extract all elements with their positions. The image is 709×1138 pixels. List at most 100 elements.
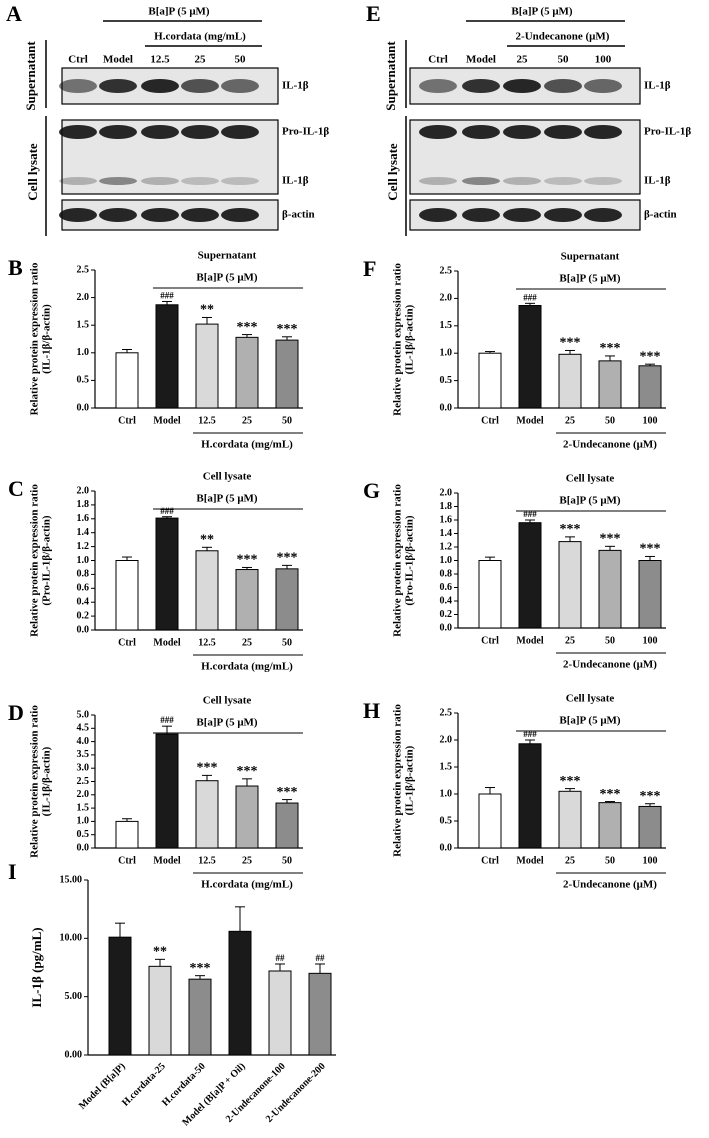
band (181, 79, 219, 93)
bar (275, 568, 299, 631)
significance: *** (560, 336, 581, 351)
bar (275, 802, 299, 849)
chart-title: Cell lysate (566, 693, 615, 705)
y-axis-label: (IL-1β/β-actin) (404, 745, 416, 815)
band (181, 177, 219, 185)
y-axis-label: (Pro-IL-1β/β-actin) (41, 515, 53, 606)
bar (235, 336, 259, 409)
band (141, 208, 179, 222)
band-label: Pro-IL-1β (282, 126, 329, 138)
y-tick-label: 3.5 (77, 749, 90, 760)
band (181, 208, 219, 222)
y-tick-label: 5.00 (65, 991, 83, 1002)
chart-title: Cell lysate (566, 473, 615, 485)
bar (228, 930, 252, 1056)
y-tick-label: 2.0 (440, 734, 453, 745)
band (544, 208, 582, 222)
y-tick-label: 0.0 (77, 842, 90, 853)
bar (478, 793, 502, 849)
y-tick-label: 0.0 (440, 622, 453, 633)
y-tick-label: 1.2 (440, 541, 453, 552)
band-label: IL-1β (644, 80, 671, 92)
x-tick-label: Model (153, 415, 180, 426)
x-tick-label: 12.5 (198, 637, 216, 648)
band (59, 208, 97, 222)
agent-label: 2-Undecanone (μM) (563, 439, 657, 451)
x-tick-label: 50 (282, 637, 292, 648)
lane-label: Ctrl (68, 54, 88, 66)
panel-letter: H (363, 698, 380, 723)
y-tick-label: 0.5 (440, 375, 453, 386)
y-tick-label: 1.5 (440, 761, 453, 772)
bar (195, 323, 219, 409)
y-tick-label: 0.0 (440, 402, 453, 413)
bar (598, 802, 622, 849)
significance: *** (640, 349, 661, 364)
section-label: Supernatant (23, 41, 38, 111)
band-label: Pro-IL-1β (644, 126, 691, 138)
bar (638, 365, 662, 409)
x-tick-label: 25 (242, 637, 252, 648)
significance: *** (277, 322, 298, 337)
bar (108, 936, 132, 1056)
significance: ### (523, 292, 537, 302)
y-tick-label: 2.0 (440, 293, 453, 304)
x-tick-label: 25 (565, 415, 575, 426)
y-tick-label: 1.6 (77, 513, 90, 524)
bar (188, 978, 212, 1056)
y-tick-label: 1.0 (77, 816, 90, 827)
significance: *** (237, 764, 258, 779)
lane-label: 100 (595, 54, 612, 66)
band (503, 208, 541, 222)
band (419, 208, 457, 222)
significance: ## (276, 953, 286, 963)
bar (478, 560, 502, 629)
band (99, 79, 137, 93)
x-tick-label: 100 (643, 415, 658, 426)
y-tick-label: 15.00 (60, 874, 83, 885)
y-tick-label: 1.4 (77, 527, 90, 538)
significance: *** (197, 761, 218, 776)
bar (155, 304, 179, 409)
x-tick-label: Model (B[a]P) (77, 1061, 128, 1112)
x-tick-label: Ctrl (481, 855, 499, 866)
y-tick-label: 3.0 (77, 762, 90, 773)
band (584, 208, 622, 222)
significance: ### (160, 291, 174, 301)
bar (518, 743, 542, 849)
lane-label: 12.5 (150, 54, 170, 66)
band (544, 79, 582, 93)
agent-label: H.cordata (mg/mL) (201, 439, 293, 451)
lane-label: 50 (235, 54, 247, 66)
y-axis-label: Relative protein expression ratio (29, 484, 41, 637)
x-tick-label: 50 (605, 415, 615, 426)
band (503, 79, 541, 93)
bar (155, 733, 179, 849)
significance: ### (523, 729, 537, 739)
band (462, 208, 500, 222)
y-tick-label: 10.00 (60, 933, 83, 944)
y-tick-label: 5.0 (77, 709, 90, 720)
y-tick-label: 2.0 (440, 487, 453, 498)
lane-label: 50 (558, 54, 570, 66)
significance: *** (640, 542, 661, 557)
treatment-label: B[a]P (5 μM) (196, 717, 258, 729)
y-tick-label: 1.0 (440, 347, 453, 358)
y-tick-label: 2.0 (77, 292, 90, 303)
bar (558, 790, 582, 849)
section-label: Cell lysate (25, 143, 40, 201)
bar (598, 360, 622, 409)
treatment-label: B[a]P (5 μM) (559, 715, 621, 727)
band (419, 125, 457, 139)
significance: *** (190, 961, 211, 976)
y-tick-label: 1.0 (77, 555, 90, 566)
band-label: β-actin (282, 209, 315, 221)
y-tick-label: 1.2 (77, 541, 90, 552)
y-tick-label: 0.4 (77, 596, 90, 607)
x-tick-label: Model (153, 855, 180, 866)
x-tick-label: 50 (282, 855, 292, 866)
bar (598, 549, 622, 629)
y-tick-label: 0.5 (77, 375, 90, 386)
bar (518, 305, 542, 409)
band-label: IL-1β (282, 80, 309, 92)
